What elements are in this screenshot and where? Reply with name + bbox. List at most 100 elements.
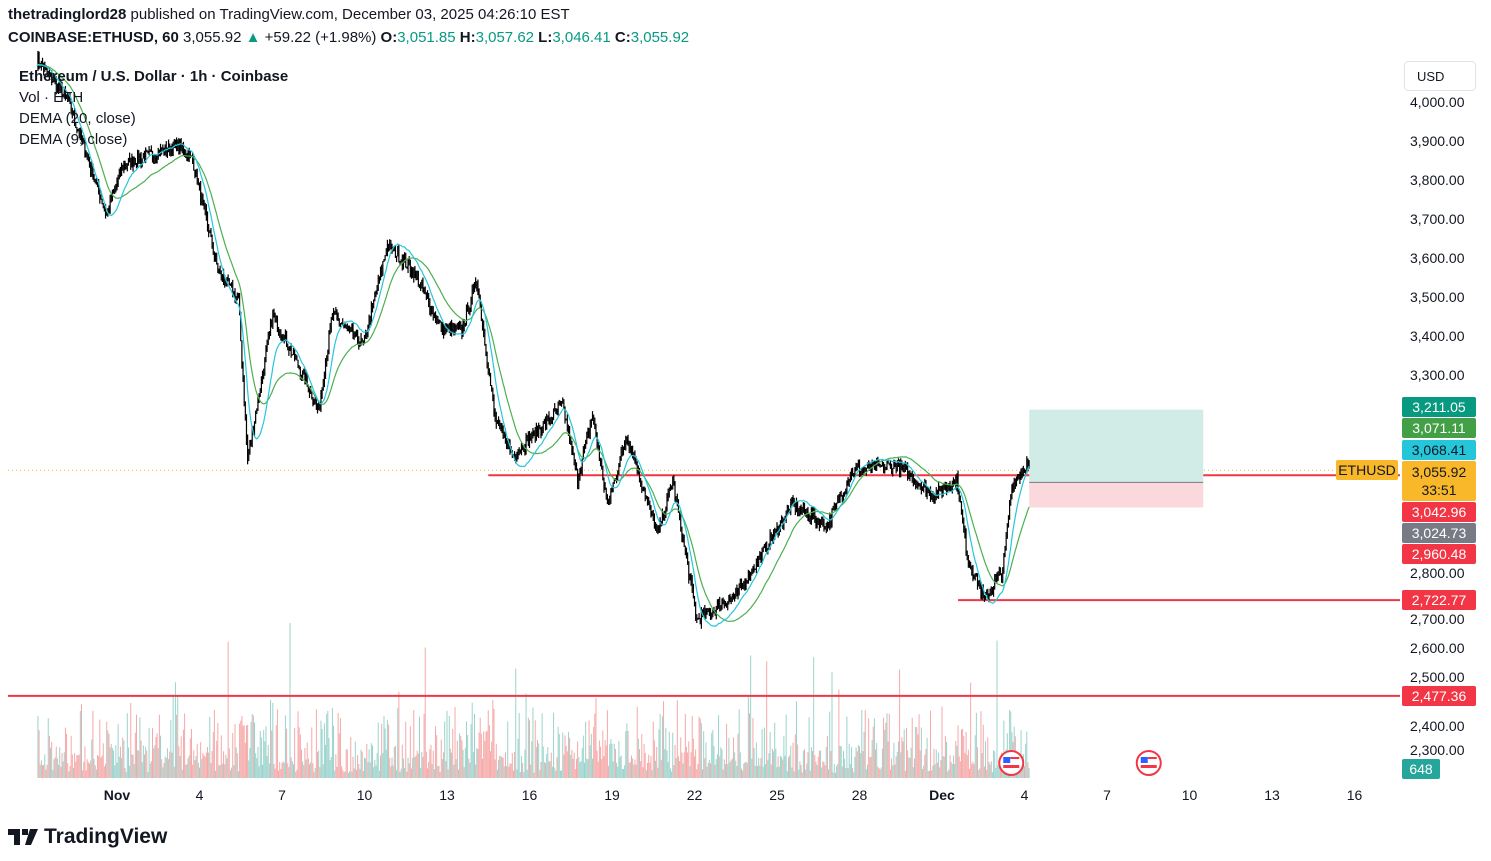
volume-bar — [779, 755, 781, 778]
volume-bar — [179, 755, 181, 778]
volume-bar — [815, 761, 817, 778]
chart-legend: Ethereum / U.S. Dollar · 1h · Coinbase V… — [19, 66, 288, 150]
volume-bar — [952, 755, 954, 778]
volume-bar — [283, 762, 285, 778]
volume-bar — [563, 754, 565, 778]
volume-bar — [659, 713, 661, 778]
volume-bar — [116, 762, 118, 778]
volume-bar — [478, 732, 480, 778]
logo-text: TradingView — [44, 825, 168, 848]
volume-bar — [378, 770, 380, 778]
volume-bar — [722, 769, 724, 778]
volume-bar — [841, 766, 843, 778]
volume-bar — [200, 742, 202, 778]
volume-bar — [245, 725, 247, 778]
volume-bar — [666, 750, 668, 778]
volume-bar — [789, 755, 791, 778]
volume-bar — [986, 769, 988, 778]
volume-bar — [824, 765, 826, 778]
volume-bar — [360, 749, 362, 778]
volume-bar — [577, 741, 579, 778]
volume-bar — [714, 764, 716, 778]
volume-bar — [144, 754, 145, 778]
time-tick: 28 — [851, 787, 868, 803]
volume-bar — [267, 745, 269, 778]
time-tick: 19 — [604, 787, 620, 803]
volume-bar — [196, 743, 198, 778]
volume-bar — [994, 751, 996, 778]
volume-bar — [596, 750, 598, 778]
volume-bar — [133, 763, 135, 778]
volume-bar — [334, 770, 336, 778]
volume-bar — [1024, 765, 1025, 778]
volume-bar — [291, 761, 293, 778]
volume-bar — [909, 757, 911, 778]
volume-bar — [721, 749, 723, 778]
volume-bar — [205, 752, 207, 778]
volume-bar — [335, 754, 337, 778]
volume-bar — [807, 752, 809, 778]
volume-bar — [362, 771, 364, 778]
tradingview-logo[interactable]: TradingView — [8, 825, 167, 849]
volume-bar — [163, 763, 165, 778]
volume-bar — [354, 741, 356, 778]
volume-bar — [813, 657, 815, 778]
volume-bar — [170, 719, 172, 778]
volume-bar — [798, 769, 800, 778]
volume-bar — [774, 722, 776, 778]
volume-bar — [201, 758, 203, 778]
volume-bar — [645, 770, 647, 778]
volume-bar — [152, 728, 154, 778]
volume-bar — [341, 766, 343, 778]
volume-bar — [256, 758, 258, 778]
legend-title[interactable]: Ethereum / U.S. Dollar · 1h · Coinbase — [19, 68, 289, 85]
volume-bar — [121, 758, 123, 778]
legend-dema9[interactable]: DEMA (9, close) — [19, 131, 128, 148]
volume-bar — [405, 721, 407, 778]
volume-bar — [556, 757, 558, 778]
volume-bar — [343, 771, 345, 778]
volume-bar — [743, 763, 745, 778]
volume-bar — [915, 726, 917, 778]
volume-bar — [501, 756, 503, 778]
volume-bar — [729, 762, 731, 778]
volume-bar — [322, 764, 324, 778]
volume-bar — [233, 765, 235, 778]
volume-bar — [653, 740, 655, 778]
volume-bar — [852, 767, 854, 778]
volume-bar — [749, 713, 750, 778]
volume-bar — [871, 740, 873, 778]
volume-bar — [931, 770, 933, 778]
volume-bar — [365, 758, 367, 778]
price-change: +59.22 (+1.98%) — [264, 29, 377, 46]
price-tick: 4,000.00 — [1410, 94, 1465, 110]
volume-bar — [687, 752, 689, 778]
volume-bar — [416, 750, 418, 778]
volume-bar — [425, 751, 427, 778]
volume-bar — [169, 751, 171, 778]
volume-bar — [510, 763, 512, 778]
volume-bar — [479, 717, 481, 778]
volume-bar — [493, 708, 495, 778]
volume-bar — [259, 730, 261, 778]
currency-button[interactable]: USD — [1404, 61, 1476, 91]
legend-volume[interactable]: Vol · ETH — [19, 89, 84, 106]
volume-bar — [185, 764, 187, 778]
volume-bar — [461, 740, 463, 778]
volume-bar — [820, 750, 822, 778]
volume-bar — [491, 741, 493, 778]
volume-bar — [531, 741, 533, 778]
legend-dema20[interactable]: DEMA (20, close) — [19, 110, 136, 127]
volume-bar — [888, 713, 890, 778]
volume-bar — [490, 751, 492, 778]
volume-bar — [806, 763, 808, 778]
volume-bar — [546, 753, 548, 778]
volume-bar — [690, 752, 692, 778]
volume-bar — [396, 770, 398, 778]
volume-bar — [255, 753, 257, 778]
volume-bar — [980, 711, 982, 778]
volume-bar — [500, 756, 502, 778]
volume-bar — [928, 770, 930, 778]
volume-bar — [649, 762, 651, 778]
